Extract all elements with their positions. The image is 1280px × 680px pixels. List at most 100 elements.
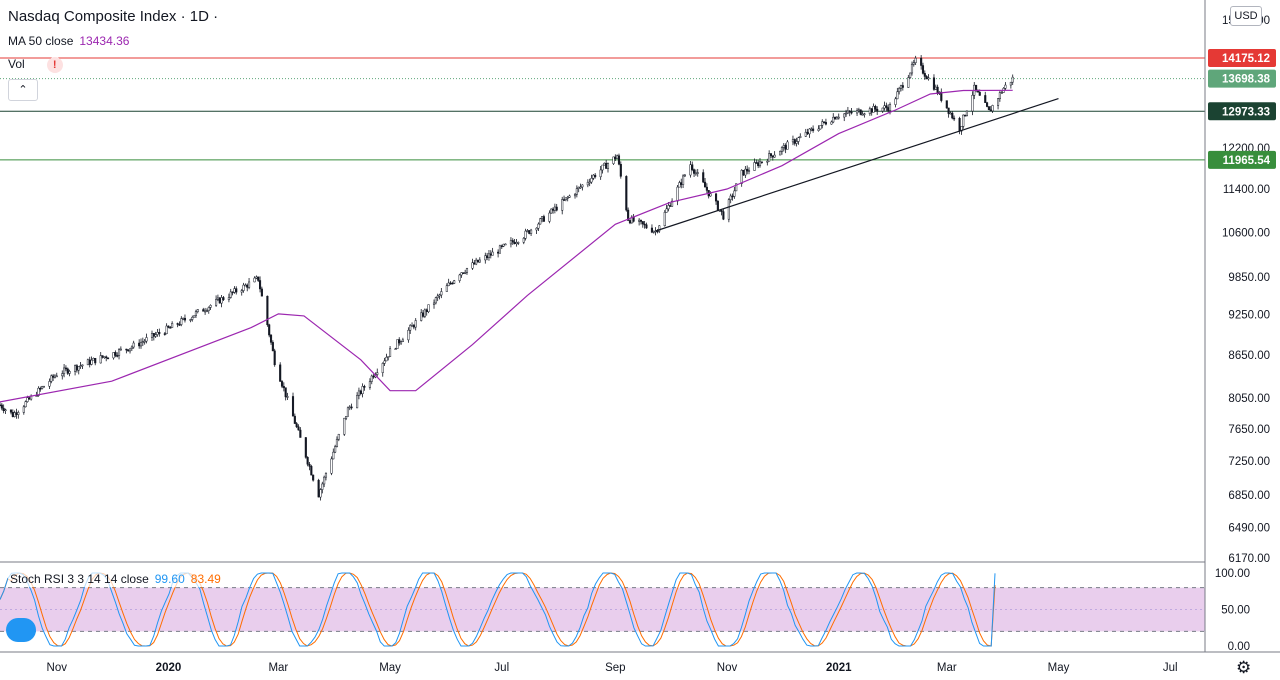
candle-body [949,112,952,115]
candle-body [280,381,284,387]
candle-body [291,396,295,417]
candle-body [614,156,617,159]
candle-body [883,105,886,109]
candle-body [921,65,925,74]
currency-button[interactable]: USD [1230,6,1262,26]
candle-body [771,155,774,158]
candle-body [984,95,987,103]
gear-icon[interactable]: ⚙ [1236,658,1252,677]
candle-body [605,162,608,169]
candle-body [964,114,967,117]
stoch-tick-label: 0.00 [1228,641,1250,653]
candle-body [434,297,437,304]
tradingview-logo[interactable] [6,618,36,642]
candle-body [606,163,610,169]
ma50-line [0,89,1013,403]
candle-body [304,437,307,458]
candle-body [11,411,14,417]
time-tick-label: Mar [268,662,288,674]
candle-body [594,174,597,178]
candle-body [0,404,2,407]
candle-body [843,113,846,118]
candle-body [603,162,606,166]
candle-body [119,348,122,351]
candle-body [665,208,668,213]
candle-body [876,108,879,112]
candle-body [112,352,115,359]
candle-body [205,310,208,312]
candle-body [760,161,763,164]
candle-body [568,195,571,198]
candle-body [577,186,580,189]
candle-body [1011,76,1014,83]
candle-body [524,230,527,239]
candle-body [850,111,853,114]
candle-body [837,116,840,119]
candle-body [282,386,285,388]
candle-body [575,188,578,195]
candle-body [127,349,130,352]
candle-body [517,242,520,244]
candle-body [1009,81,1012,86]
candle-body [953,117,956,120]
candle-body [910,63,914,74]
candle-body [295,423,298,428]
candle-body [401,339,404,342]
stoch-tick-label: 100.00 [1215,568,1250,580]
warning-icon[interactable]: ! [46,57,63,73]
candle-body [797,137,800,142]
candle-body [561,199,564,211]
candle-body [420,312,423,321]
candle-body [773,154,776,158]
candle-body [273,350,276,366]
ma-legend: MA 50 close 13434.36 [8,34,129,48]
candle-body [9,409,13,413]
candle-body [68,371,71,374]
candle-body [907,77,910,88]
candle-body [502,243,505,247]
candle-body [152,333,155,337]
candle-body [39,387,42,390]
candle-body [498,245,501,254]
candle-body [385,356,388,362]
candle-body [312,474,315,481]
time-tick-label: May [379,662,401,674]
candle-body [497,251,500,254]
candle-body [689,164,692,176]
candle-body [167,325,170,328]
collapse-legend-button[interactable]: ⌃ [8,79,38,101]
candle-body [204,310,207,313]
candle-body [769,153,773,156]
candle-body [154,334,157,337]
candle-body [66,368,69,374]
candle-body [617,155,621,165]
candle-body [370,375,373,382]
candle-body [859,109,862,115]
price-tag-label: 13698.38 [1222,74,1271,86]
candle-body [874,106,877,110]
candle-body [346,407,349,417]
candle-body [24,401,27,408]
candle-body [888,104,892,111]
candle-body [799,136,802,138]
vol-legend: Vol! [8,57,63,73]
candle-body [445,285,448,292]
candle-body [372,375,375,378]
candle-body [914,57,917,63]
candle-body [383,360,386,364]
candle-body [650,227,653,233]
candle-body [4,409,7,412]
candle-body [244,284,247,287]
candle-body [753,162,756,171]
candle-body [258,280,262,290]
candle-body [125,348,128,351]
candle-body [35,395,38,397]
candle-body [222,297,225,300]
candle-body [229,291,232,298]
candle-body [79,365,82,367]
candle-body [693,169,696,174]
candle-body [791,139,795,143]
candle-body [64,367,67,370]
candle-body [757,162,760,167]
